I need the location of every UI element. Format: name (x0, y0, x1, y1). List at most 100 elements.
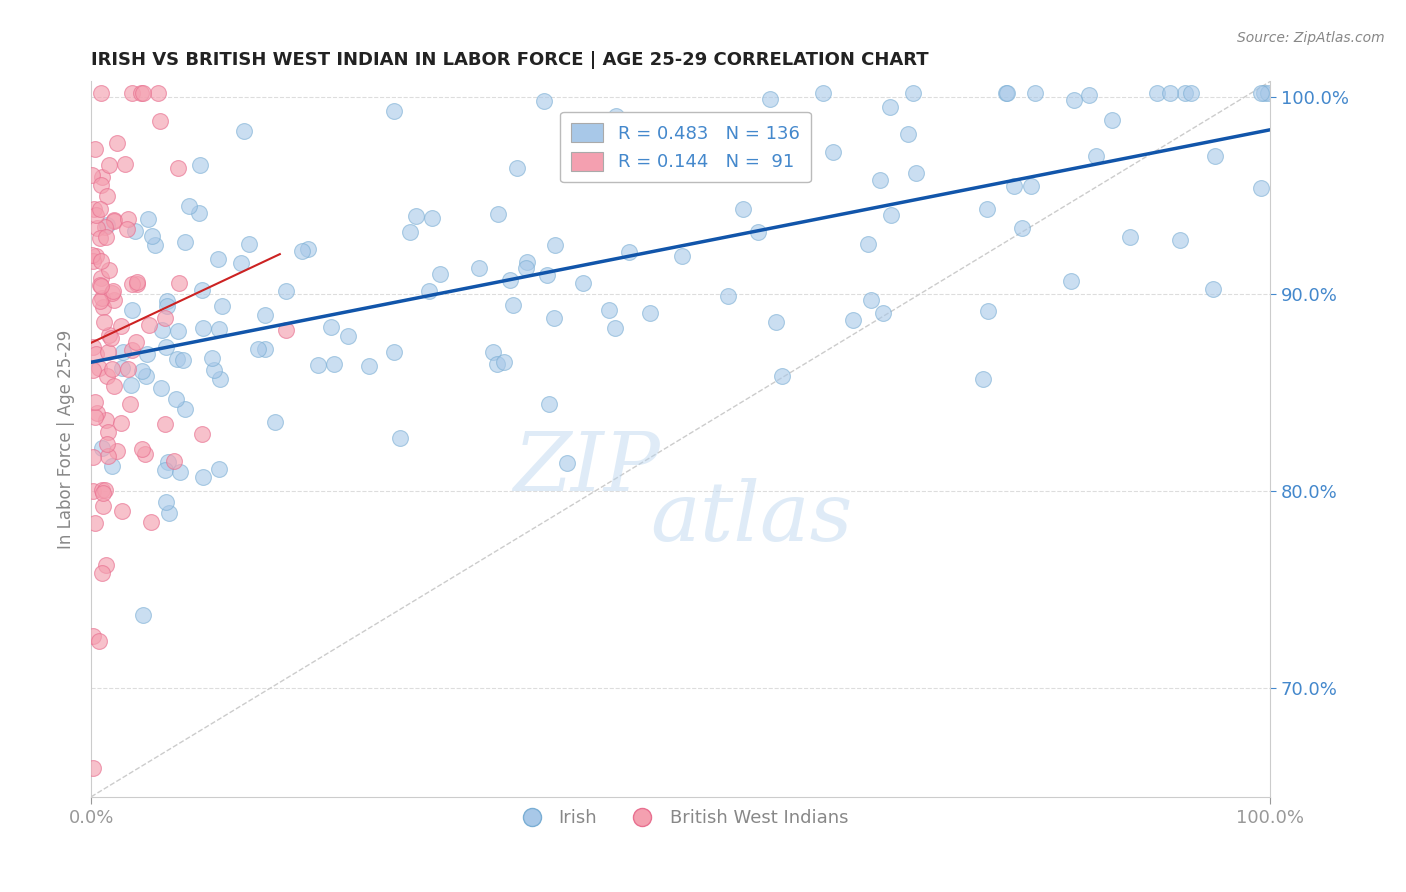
Point (238, 237, 260, 252)
Point (136, 347, 159, 361)
Point (605, 321, 627, 335)
Point (103, 213, 125, 227)
Point (418, 284, 440, 298)
Point (155, 311, 177, 326)
Point (90, 254, 112, 268)
Point (167, 276, 190, 290)
Point (482, 344, 505, 359)
Point (139, 515, 162, 529)
Point (233, 124, 256, 138)
Legend: Irish, British West Indians: Irish, British West Indians (506, 802, 855, 834)
Point (101, 285, 124, 300)
Point (1011, 220, 1033, 235)
Point (93, 220, 115, 235)
Point (263, 415, 285, 429)
Point (89, 202, 111, 216)
Point (149, 381, 172, 395)
Point (90, 271, 112, 285)
Point (494, 354, 516, 368)
Point (96, 368, 118, 383)
Point (307, 358, 329, 372)
Point (131, 364, 153, 378)
Point (86, 406, 108, 420)
Point (177, 199, 200, 213)
Point (155, 494, 177, 508)
Point (103, 293, 125, 308)
Point (405, 209, 427, 223)
Point (90, 278, 112, 293)
Point (84, 142, 107, 156)
Point (84, 249, 107, 263)
Point (105, 136, 128, 150)
Point (93, 483, 115, 497)
Point (96, 218, 118, 232)
Point (486, 207, 509, 221)
Point (543, 310, 565, 325)
Point (131, 442, 153, 457)
Point (82, 450, 104, 465)
Point (382, 103, 405, 118)
Point (82, 253, 104, 268)
Point (167, 324, 190, 338)
Point (231, 256, 253, 270)
Point (598, 303, 620, 318)
Point (103, 379, 125, 393)
Point (174, 402, 197, 417)
Point (792, 130, 814, 145)
Point (388, 431, 411, 445)
Point (1024, 86, 1046, 100)
Text: Source: ZipAtlas.com: Source: ZipAtlas.com (1237, 31, 1385, 45)
Point (422, 211, 444, 225)
Point (619, 244, 641, 259)
Point (121, 303, 143, 318)
Point (120, 377, 142, 392)
Point (976, 202, 998, 216)
Point (129, 86, 152, 100)
Point (90, 170, 112, 185)
Point (156, 455, 179, 469)
Point (84, 394, 107, 409)
Point (207, 252, 229, 266)
Point (82, 169, 104, 183)
Point (97, 449, 120, 463)
Point (121, 277, 143, 291)
Point (1180, 86, 1202, 100)
Point (89, 294, 111, 309)
Point (100, 331, 122, 345)
Text: ZIP: ZIP (513, 427, 659, 508)
Point (572, 276, 595, 290)
Point (83, 516, 105, 530)
Point (382, 344, 405, 359)
Point (135, 369, 157, 384)
Point (536, 268, 558, 282)
Point (321, 320, 343, 334)
Point (157, 506, 180, 520)
Point (209, 372, 232, 386)
Point (995, 86, 1018, 100)
Point (132, 607, 155, 622)
Point (90, 178, 112, 192)
Point (770, 369, 793, 384)
Point (188, 158, 211, 172)
Point (110, 318, 132, 333)
Point (121, 86, 143, 100)
Point (879, 100, 901, 114)
Point (1257, 86, 1279, 100)
Point (811, 86, 834, 100)
Point (274, 323, 297, 337)
Point (759, 93, 782, 107)
Point (91, 483, 114, 497)
Point (190, 284, 212, 298)
Point (1063, 93, 1085, 107)
Point (83, 409, 105, 424)
Point (903, 86, 925, 100)
Point (188, 206, 211, 220)
Point (1168, 233, 1191, 247)
Point (94, 558, 117, 573)
Point (1060, 274, 1083, 288)
Point (202, 363, 225, 377)
Point (869, 173, 891, 187)
Point (254, 308, 277, 322)
Point (169, 466, 191, 480)
Point (117, 362, 139, 376)
